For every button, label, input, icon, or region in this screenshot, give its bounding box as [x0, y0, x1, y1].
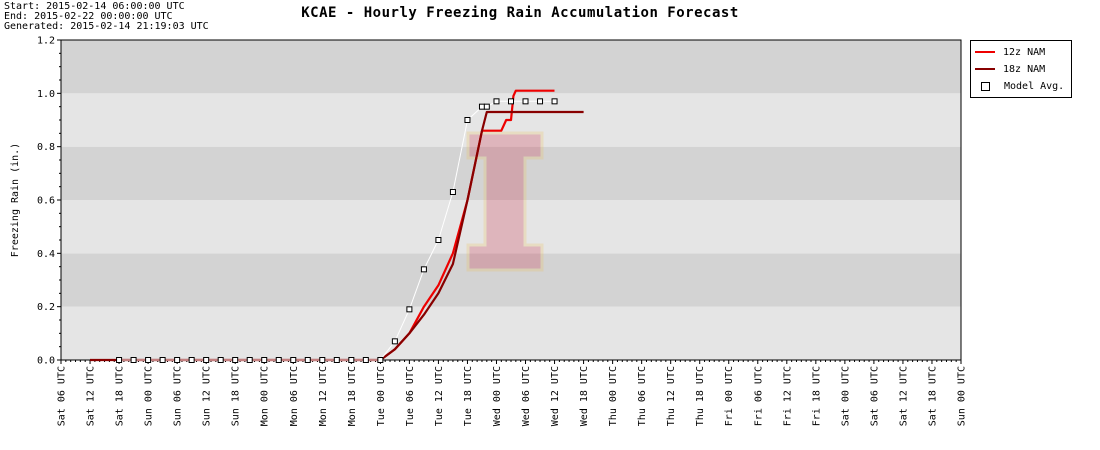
y-tick-label: 0.6 — [37, 196, 55, 207]
x-tick-label: Wed 18 UTC — [579, 366, 590, 426]
x-tick-label: Sun 12 UTC — [202, 366, 213, 426]
legend-item-12z-nam: 12z NAM — [975, 45, 1045, 59]
plot-band — [61, 253, 961, 307]
legend-label-12z-nam: 12z NAM — [1003, 46, 1046, 58]
data-point-model-avg — [333, 357, 340, 363]
data-point-model-avg — [275, 357, 282, 363]
data-point-model-avg — [493, 98, 500, 105]
x-tick-label: Thu 18 UTC — [695, 366, 706, 426]
x-tick-label: Sat 18 UTC — [115, 366, 126, 426]
x-tick-label: Tue 18 UTC — [463, 366, 474, 426]
data-point-model-avg — [116, 357, 123, 363]
data-point-model-avg — [522, 98, 529, 105]
y-tick-label: 1.2 — [37, 36, 55, 47]
legend-item-model-avg: Model Avg. — [975, 79, 1064, 93]
x-tick-label: Wed 06 UTC — [521, 366, 532, 426]
x-tick-label: Wed 00 UTC — [492, 366, 503, 426]
plot-band — [61, 306, 961, 360]
y-tick-label: 0.4 — [37, 249, 55, 260]
data-point-model-avg — [478, 103, 485, 110]
data-point-model-avg — [464, 117, 471, 123]
data-point-model-avg — [145, 357, 152, 363]
data-point-model-avg — [188, 357, 195, 363]
x-tick-label: Sat 00 UTC — [840, 366, 851, 426]
chart-legend: 12z NAM 18z NAM Model Avg. — [970, 40, 1072, 98]
isu-logo-watermark — [466, 131, 544, 272]
legend-label-18z-nam: 18z NAM — [1003, 63, 1046, 75]
x-tick-label: Mon 06 UTC — [289, 366, 300, 426]
x-tick-label: Fri 18 UTC — [811, 366, 822, 426]
data-point-model-avg — [435, 237, 442, 243]
data-point-model-avg — [406, 306, 413, 313]
x-tick-label: Thu 00 UTC — [608, 366, 619, 426]
data-point-model-avg — [348, 357, 355, 363]
data-point-model-avg — [174, 357, 181, 363]
series-line-18z-nam — [90, 110, 584, 362]
data-point-model-avg — [377, 357, 384, 363]
x-tick-label: Sun 00 UTC — [957, 366, 968, 426]
x-tick-label: Fri 12 UTC — [782, 366, 793, 426]
x-tick-label: Thu 12 UTC — [666, 366, 677, 426]
legend-swatch-12z-nam — [975, 51, 995, 53]
x-tick-label: Sat 06 UTC — [57, 366, 68, 426]
x-tick-label: Sat 12 UTC — [898, 366, 909, 426]
legend-item-18z-nam: 18z NAM — [975, 62, 1045, 76]
data-point-model-avg — [261, 357, 268, 363]
x-tick-label: Wed 12 UTC — [550, 366, 561, 426]
x-tick-label: Tue 12 UTC — [434, 366, 445, 426]
data-point-model-avg — [420, 266, 427, 273]
y-tick-label: 0.2 — [37, 302, 55, 313]
y-tick-label: 0.8 — [37, 142, 55, 153]
legend-swatch-18z-nam — [975, 68, 995, 70]
series-line-12z-nam — [379, 89, 555, 361]
run-metadata: Start: 2015-02-14 06:00:00 UTC End: 2015… — [4, 2, 209, 32]
x-tick-label: Fri 06 UTC — [753, 366, 764, 426]
data-point-model-avg — [362, 357, 369, 363]
plot-band — [61, 146, 961, 200]
x-tick-label: Tue 00 UTC — [376, 366, 387, 426]
generated-time: Generated: 2015-02-14 21:19:03 UTC — [4, 21, 209, 32]
data-point-model-avg — [319, 357, 326, 363]
x-tick-label: Sun 06 UTC — [173, 366, 184, 426]
plot-band — [61, 40, 961, 94]
plot-band — [61, 200, 961, 254]
x-tick-label: Sat 06 UTC — [869, 366, 880, 426]
x-tick-label: Mon 00 UTC — [260, 366, 271, 426]
data-point-model-avg — [508, 98, 514, 105]
x-tick-label: Fri 00 UTC — [724, 366, 735, 426]
data-point-model-avg — [449, 189, 456, 195]
data-point-model-avg — [483, 103, 490, 110]
x-tick-label: Sun 18 UTC — [231, 366, 242, 426]
start-time: Start: 2015-02-14 06:00:00 UTC — [4, 1, 185, 12]
chart-title: KCAE - Hourly Freezing Rain Accumulation… — [301, 5, 739, 21]
y-tick-label: 0.0 — [37, 356, 55, 367]
x-tick-label: Sun 00 UTC — [144, 366, 155, 426]
data-point-model-avg — [203, 357, 210, 363]
data-point-model-avg — [159, 357, 166, 363]
data-point-model-avg — [391, 338, 398, 345]
data-point-model-avg — [130, 357, 137, 363]
y-tick-label: 1.0 — [37, 89, 55, 100]
data-point-model-avg — [537, 98, 544, 105]
y-axis-label: Freezing Rain (in.) — [10, 143, 21, 257]
data-point-model-avg — [304, 357, 311, 363]
data-point-model-avg — [246, 357, 253, 363]
x-tick-label: Mon 12 UTC — [318, 366, 329, 426]
data-point-model-avg — [551, 98, 558, 105]
x-tick-label: Sat 18 UTC — [927, 366, 938, 426]
legend-label-model-avg: Model Avg. — [1004, 80, 1065, 92]
x-tick-label: Tue 06 UTC — [405, 366, 416, 426]
data-point-model-avg — [217, 357, 224, 363]
data-point-model-avg — [232, 357, 239, 363]
x-tick-label: Sat 12 UTC — [86, 366, 97, 426]
x-tick-label: Thu 06 UTC — [637, 366, 648, 426]
data-point-model-avg — [290, 357, 297, 363]
x-tick-label: Mon 18 UTC — [347, 366, 358, 426]
legend-swatch-model-avg — [981, 81, 990, 91]
end-time: End: 2015-02-22 00:00:00 UTC — [4, 11, 173, 22]
